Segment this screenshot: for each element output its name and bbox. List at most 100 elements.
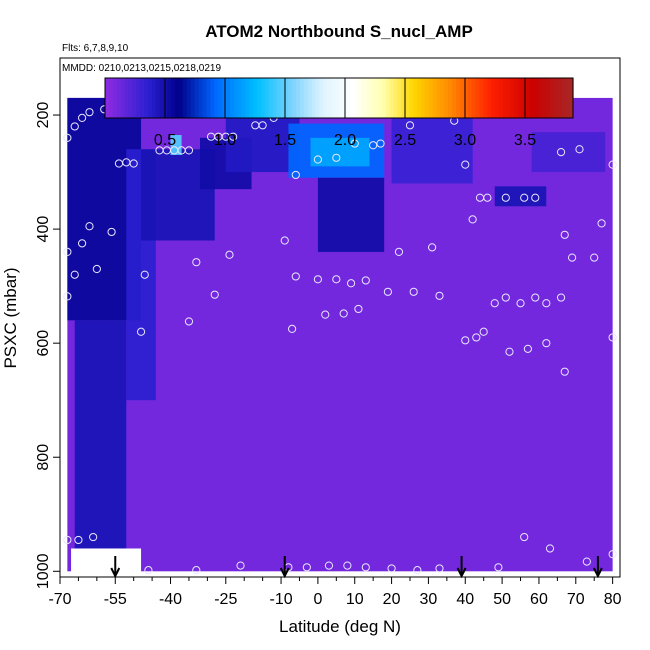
sample-point [516,299,525,308]
sample-point [608,550,617,559]
colorbar-swatch [190,78,196,118]
colorbar-swatch [233,78,239,118]
sample-point [225,250,234,259]
sample-point [184,146,194,155]
colorbar-swatch [112,78,118,118]
colorbar-swatch [331,78,336,118]
arrow-markers [110,556,603,579]
colorbar-swatch [128,78,133,118]
colorbar-swatch [534,78,539,118]
colorbar-tick-label: 1.5 [274,132,296,149]
colorbar-swatch [237,78,243,118]
colorbar-swatch [526,78,531,118]
colorbar-swatch [105,78,110,118]
sample-point [321,310,330,319]
sample-point [288,324,297,334]
field-cell [74,320,127,549]
sample-point [63,292,72,301]
colorbar-swatch [253,78,258,118]
sample-point [332,275,341,284]
colorbar-swatch [202,78,207,118]
colorbar-swatch [222,78,227,118]
sample-point [361,563,370,572]
colorbar-swatch [116,78,122,118]
colorbar-swatch [245,78,250,118]
sample-point [597,219,606,228]
x-tick-label: 10 [346,591,364,608]
colorbar-swatch [428,78,434,118]
sample-point [192,566,201,575]
colorbar-swatch [370,78,375,118]
colorbar-swatch [389,78,395,118]
colorbar-swatch [151,78,157,118]
sample-point [435,291,444,300]
colorbar-swatch [194,78,200,118]
sample-point [505,347,514,356]
colorbar-swatch [401,78,406,118]
colorbar-swatch [397,78,402,118]
chart-title: ATOM2 Northbound S_nucl_AMP [205,22,473,41]
x-tick-label: -40 [159,591,182,608]
colorbar-swatch [444,78,449,118]
sample-point [568,253,577,262]
y-tick-label: 200 [35,102,52,129]
colorbar-swatch [495,78,500,118]
colorbar-swatch [420,78,426,118]
sample-point [560,230,569,239]
colorbar-swatch [362,78,367,118]
sample-point [531,293,540,302]
sample-point [501,193,510,202]
sample-point [85,108,94,117]
sample-point [542,339,551,348]
y-tick-label: 400 [35,216,52,243]
colorbar: 0.5 1.0 1.5 2.0 2.5 3.0 3.5 [104,77,574,149]
sample-point [129,159,138,168]
colorbar-swatch [498,78,504,118]
field-cell [531,132,606,173]
colorbar-swatch [167,78,172,118]
sample-point [144,566,153,575]
colorbar-swatch [350,78,356,118]
sample-point [590,253,599,262]
sample-point [608,333,617,342]
colorbar-swatch [549,78,555,118]
sample-point [302,563,311,572]
sample-point [387,564,396,573]
colorbar-swatch [518,78,523,118]
colorbar-swatch [276,78,282,118]
colorbar-tick-label: 3.0 [454,132,476,149]
sample-point [501,293,510,302]
colorbar-swatch [483,78,488,118]
colorbar-swatch [241,78,246,118]
colorbar-swatch [553,78,558,118]
x-tick-label: 30 [420,591,438,608]
colorbar-swatch [280,78,285,118]
colorbar-swatch [108,78,114,118]
colorbar-swatch [405,78,410,118]
colorbar-swatch [448,78,453,118]
sample-point [472,333,481,342]
x-tick-label: 40 [456,591,474,608]
colorbar-tick-label: 2.0 [334,132,356,149]
colorbar-swatch [229,78,235,118]
sample-point [556,293,566,302]
sample-point [74,535,83,545]
sample-point [483,193,492,202]
y-axis: 200 400 600 800 1000 [35,102,60,589]
colorbar-swatch [272,78,278,118]
colorbar-swatch [506,78,512,118]
colorbar-swatch [452,78,457,118]
colorbar-swatch [346,78,352,118]
colorbar-swatch [487,78,492,118]
colorbar-swatch [432,78,438,118]
sample-point [350,139,359,148]
sample-point [107,227,116,237]
colorbar-swatch [120,78,126,118]
sample-point [63,535,72,545]
sample-point [520,532,529,542]
colorbar-swatch [510,78,516,118]
colorbar-swatch [186,78,192,118]
x-tick-label: 70 [567,591,585,608]
sample-point [210,290,219,299]
